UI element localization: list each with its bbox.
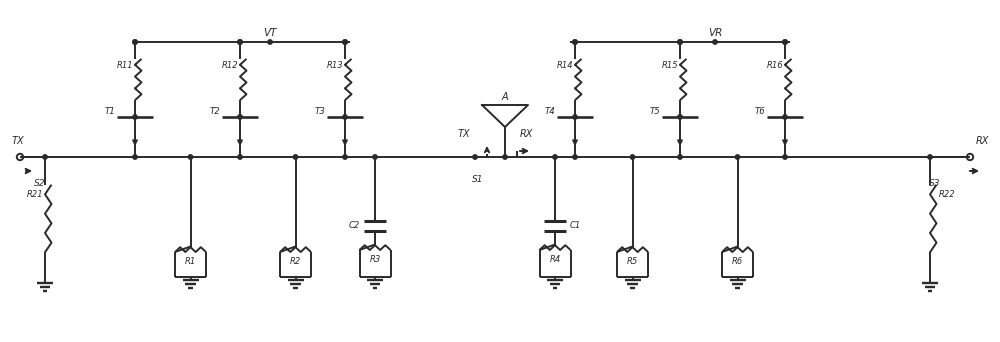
Text: R13: R13 bbox=[326, 61, 343, 69]
Text: C1: C1 bbox=[570, 222, 581, 231]
Circle shape bbox=[343, 115, 347, 119]
Circle shape bbox=[268, 40, 272, 44]
Circle shape bbox=[43, 155, 47, 159]
Circle shape bbox=[373, 155, 377, 159]
Text: R14: R14 bbox=[556, 61, 573, 69]
Text: R1: R1 bbox=[185, 258, 196, 266]
Circle shape bbox=[573, 40, 577, 44]
Circle shape bbox=[678, 155, 682, 159]
Circle shape bbox=[133, 40, 137, 44]
Circle shape bbox=[573, 155, 577, 159]
Circle shape bbox=[238, 40, 242, 44]
Text: T3: T3 bbox=[314, 106, 325, 116]
Circle shape bbox=[133, 115, 137, 119]
Circle shape bbox=[503, 155, 507, 159]
Text: R15: R15 bbox=[661, 61, 678, 69]
Circle shape bbox=[188, 155, 193, 159]
Text: VT: VT bbox=[263, 27, 277, 38]
Circle shape bbox=[735, 155, 740, 159]
Circle shape bbox=[928, 155, 932, 159]
Circle shape bbox=[678, 40, 682, 44]
Text: R5: R5 bbox=[627, 258, 638, 266]
Circle shape bbox=[133, 40, 137, 44]
Circle shape bbox=[343, 40, 347, 44]
Circle shape bbox=[783, 40, 787, 44]
Text: R16: R16 bbox=[766, 61, 783, 69]
Circle shape bbox=[238, 115, 242, 119]
Text: T4: T4 bbox=[544, 106, 555, 116]
Text: VR: VR bbox=[708, 27, 722, 38]
Circle shape bbox=[630, 155, 635, 159]
Circle shape bbox=[238, 155, 242, 159]
Circle shape bbox=[238, 40, 242, 44]
Circle shape bbox=[678, 115, 682, 119]
Text: R4: R4 bbox=[549, 255, 561, 264]
Circle shape bbox=[293, 155, 298, 159]
Circle shape bbox=[783, 115, 787, 119]
Text: TX: TX bbox=[457, 129, 470, 139]
Circle shape bbox=[573, 40, 577, 44]
Text: R22: R22 bbox=[939, 190, 956, 199]
Text: R21: R21 bbox=[26, 190, 43, 199]
Circle shape bbox=[133, 155, 137, 159]
Text: R2: R2 bbox=[290, 258, 301, 266]
Circle shape bbox=[573, 115, 577, 119]
Text: T6: T6 bbox=[754, 106, 765, 116]
Circle shape bbox=[343, 40, 347, 44]
Text: A: A bbox=[502, 92, 508, 102]
Text: TX: TX bbox=[12, 136, 25, 146]
Circle shape bbox=[553, 155, 557, 159]
Circle shape bbox=[783, 155, 787, 159]
Text: RX: RX bbox=[976, 136, 989, 146]
Text: S1: S1 bbox=[472, 175, 484, 184]
Circle shape bbox=[343, 155, 347, 159]
Circle shape bbox=[473, 155, 477, 159]
Circle shape bbox=[678, 40, 682, 44]
Circle shape bbox=[783, 40, 787, 44]
Text: S3: S3 bbox=[929, 179, 941, 188]
Text: RX: RX bbox=[520, 129, 533, 139]
Text: R6: R6 bbox=[732, 258, 743, 266]
Text: R11: R11 bbox=[116, 61, 133, 69]
Text: T2: T2 bbox=[209, 106, 220, 116]
Circle shape bbox=[713, 40, 717, 44]
Text: R12: R12 bbox=[221, 61, 238, 69]
Text: R3: R3 bbox=[369, 255, 381, 264]
Text: C2: C2 bbox=[349, 222, 360, 231]
Text: T5: T5 bbox=[649, 106, 660, 116]
Text: S2: S2 bbox=[34, 179, 46, 188]
Text: T1: T1 bbox=[104, 106, 115, 116]
